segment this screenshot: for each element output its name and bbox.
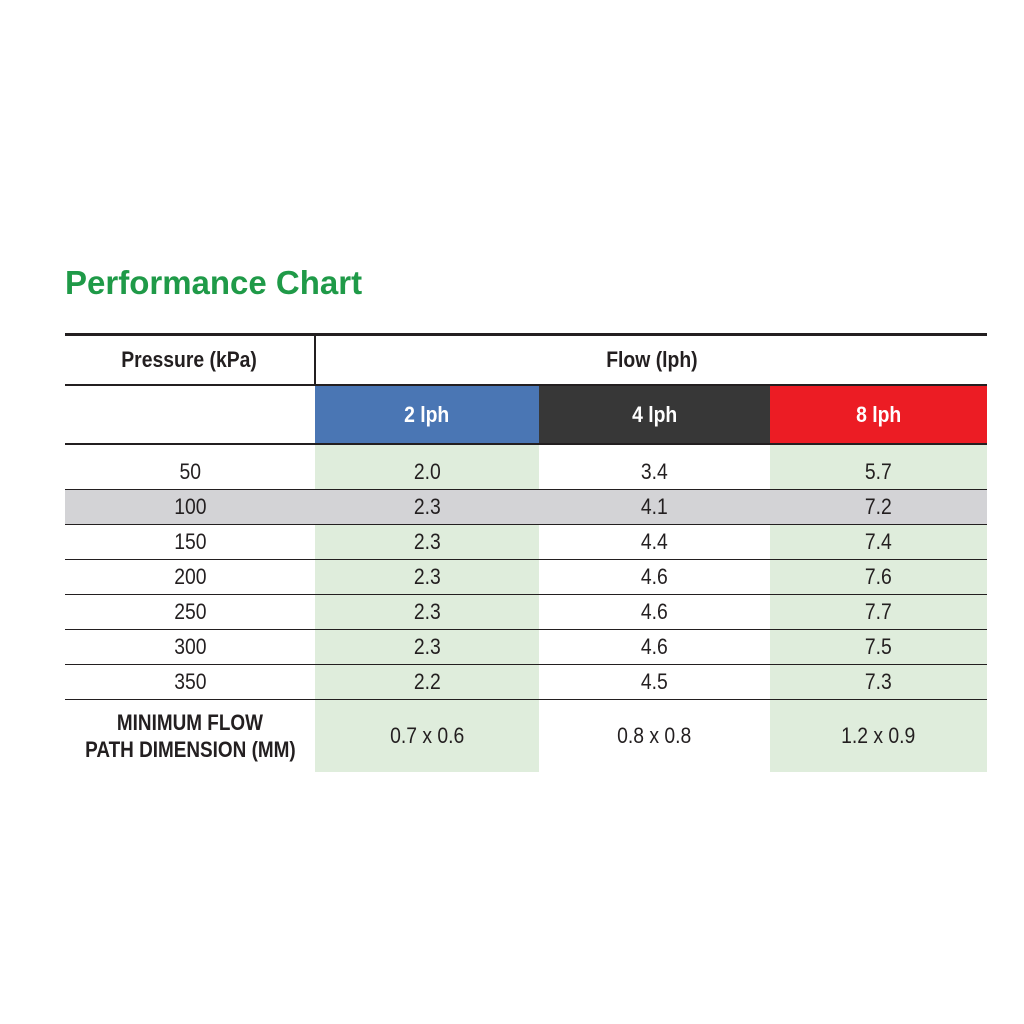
flow-8lph-cell: 7.5 (770, 629, 987, 665)
flow-4lph-cell: 4.6 (539, 629, 770, 665)
min-flow-2lph-cell: 0.7 x 0.6 (315, 699, 539, 772)
table-row: 300 2.3 4.6 7.5 (65, 629, 987, 665)
flow-8lph-cell: 7.7 (770, 594, 987, 630)
pressure-cell: 200 (65, 559, 315, 595)
table-row: 350 2.2 4.5 7.3 (65, 664, 987, 700)
flow-2lph-cell: 2.3 (315, 524, 539, 560)
flow-8lph-cell: 7.4 (770, 524, 987, 560)
table-row: 100 2.3 4.1 7.2 (65, 489, 987, 525)
flow-4lph-cell: 3.4 (539, 455, 770, 490)
pressure-cell: 100 (65, 489, 315, 525)
column-header-8lph: 8 lph (770, 385, 987, 445)
column-header-2lph: 2 lph (315, 385, 539, 445)
flow-8lph-cell: 7.2 (770, 489, 987, 525)
flow-4lph-cell: 4.1 (539, 489, 770, 525)
flow-4lph-cell: 4.6 (539, 594, 770, 630)
flow-2lph-cell: 2.3 (315, 559, 539, 595)
flow-2lph-cell: 2.2 (315, 664, 539, 700)
flow-8lph-cell: 7.6 (770, 559, 987, 595)
flow-subheader-row: 2 lph 4 lph 8 lph (65, 385, 987, 445)
pressure-cell: 250 (65, 594, 315, 630)
column-header-4lph: 4 lph (539, 385, 770, 445)
page-title: Performance Chart (65, 264, 363, 301)
table-row: 250 2.3 4.6 7.7 (65, 594, 987, 630)
flow-4lph-cell: 4.6 (539, 559, 770, 595)
table-row: 200 2.3 4.6 7.6 (65, 559, 987, 595)
pressure-cell: 300 (65, 629, 315, 665)
flow-2lph-cell: 2.0 (315, 455, 539, 490)
min-flow-4lph-cell: 0.8 x 0.8 (617, 723, 692, 748)
min-flow-8lph-cell: 1.2 x 0.9 (770, 699, 987, 772)
flow-8lph-cell: 7.3 (770, 664, 987, 700)
table-row: 150 2.3 4.4 7.4 (65, 524, 987, 560)
flow-2lph-cell: 2.3 (315, 594, 539, 630)
flow-4lph-cell: 4.4 (539, 524, 770, 560)
spacer-row (65, 444, 987, 455)
empty-subheader-cell (65, 385, 315, 445)
flow-4lph-cell: 4.5 (539, 664, 770, 700)
performance-table: Pressure (kPa) Flow (lph) 2 lph 4 lph 8 … (65, 333, 987, 772)
flow-2lph-cell: 2.3 (315, 489, 539, 525)
pressure-cell: 150 (65, 524, 315, 560)
flow-header: Flow (lph) (315, 333, 987, 386)
min-flow-row: MINIMUM FLOW PATH DIMENSION (MM) 0.7 x 0… (65, 699, 987, 772)
table-header-row: Pressure (kPa) Flow (lph) (65, 333, 987, 386)
table-row: 50 2.0 3.4 5.7 (65, 455, 987, 490)
pressure-cell: 350 (65, 664, 315, 700)
pressure-header: Pressure (kPa) (65, 333, 316, 386)
flow-2lph-cell: 2.3 (315, 629, 539, 665)
flow-8lph-cell: 5.7 (770, 455, 987, 490)
min-flow-label: MINIMUM FLOW PATH DIMENSION (MM) (84, 710, 296, 762)
pressure-cell: 50 (65, 455, 315, 490)
